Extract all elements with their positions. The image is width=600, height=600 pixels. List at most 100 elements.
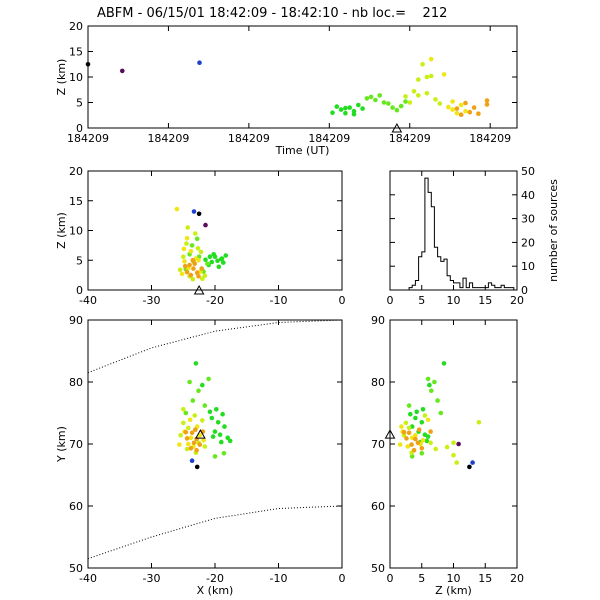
- z_y-ytick-label: 90: [371, 314, 385, 327]
- x_z-source-point: [207, 254, 213, 259]
- x_y-source-point: [189, 458, 195, 464]
- x_y-source-point: [220, 411, 225, 417]
- x_z-xtick-label: 0: [339, 294, 346, 307]
- x_y-source-point: [197, 442, 203, 447]
- z_y-source-point: [454, 460, 460, 465]
- time_height-xtick-label: 184209: [469, 132, 511, 145]
- x_y-source-point: [194, 464, 200, 470]
- time_height-source-point: [416, 77, 421, 82]
- z_y-source-point: [456, 441, 461, 447]
- z_y-source-point: [406, 430, 412, 436]
- x_z-source-point: [191, 266, 196, 271]
- time_height-source-point: [343, 105, 348, 111]
- x_y-source-point: [215, 420, 221, 425]
- z_y-source-point: [399, 424, 404, 429]
- time_height-source-point: [120, 68, 125, 74]
- time_height-ytick-label: 10: [69, 71, 83, 84]
- z_histogram-xtick-label: 20: [510, 294, 524, 307]
- z_y-source-point: [409, 454, 415, 459]
- x_z-source-point: [187, 262, 192, 268]
- z_y-source-point: [425, 417, 431, 423]
- x_z-source-point: [179, 271, 185, 277]
- z_histogram-xtick-label: 15: [478, 294, 492, 307]
- time_height-source-point: [394, 107, 400, 113]
- x_y-source-point: [188, 446, 194, 451]
- x_z-xtick-label: -20: [206, 294, 224, 307]
- x_y-source-point: [181, 407, 186, 412]
- x_y-xtick-label: -10: [270, 572, 288, 585]
- x_z-ytick-label: 5: [76, 254, 83, 267]
- time_height-source-point: [403, 94, 408, 99]
- x_z-source-point: [196, 258, 201, 263]
- x_y-xlabel: X (km): [197, 584, 234, 597]
- z_y-ytick-label: 70: [371, 438, 385, 451]
- z_y-source-point: [419, 420, 425, 425]
- x_z-source-point: [215, 258, 220, 264]
- x_z-ytick-label: 10: [69, 225, 83, 238]
- x_y-source-point: [219, 439, 224, 445]
- time_height-source-point: [398, 103, 404, 109]
- x_z-source-point: [184, 241, 189, 246]
- time_height-source-point: [338, 107, 344, 112]
- z_y-source-point: [428, 429, 433, 434]
- z_y-source-point: [414, 409, 420, 415]
- x_z-source-point: [203, 257, 208, 263]
- time_height-source-point: [411, 89, 417, 94]
- time_height-source-point: [347, 105, 353, 110]
- x_y-source-point: [186, 441, 191, 447]
- x_y-source-point: [206, 376, 211, 382]
- z_y-source-point: [413, 433, 418, 438]
- z_histogram-frame: [389, 170, 518, 291]
- x_z-source-point: [184, 235, 190, 241]
- time_height-source-point: [446, 104, 451, 110]
- x_z-source-point: [188, 272, 194, 278]
- z_y-source-point: [419, 451, 425, 456]
- z_y-source-point: [428, 440, 433, 446]
- time_height-source-point: [330, 110, 335, 115]
- x_y-source-point: [183, 410, 189, 416]
- x_z-source-point: [203, 222, 208, 228]
- time_height-xtick-label: 184209: [389, 132, 431, 145]
- z_y-source-point: [397, 442, 403, 447]
- x_z-xtick-label: -30: [143, 294, 161, 307]
- x_z-source-point: [199, 266, 204, 271]
- z_y-source-point: [406, 425, 412, 431]
- z_y-source-point: [422, 413, 428, 418]
- z_y-ytick-label: 50: [371, 562, 385, 575]
- z_y-source-point: [433, 446, 439, 452]
- z_y-source-point: [425, 376, 431, 382]
- z_y-source-point: [411, 447, 417, 453]
- time_height-source-point: [386, 101, 391, 106]
- z_y-source-point: [408, 411, 413, 417]
- x_z-source-point: [194, 236, 200, 242]
- time_height-source-point: [458, 102, 464, 108]
- x_y-source-point: [184, 446, 190, 452]
- x_z-ytick-label: 0: [76, 284, 83, 297]
- x_y-range-ring-outer: [87, 319, 343, 374]
- time_height-source-point: [471, 105, 477, 110]
- x_y-source-point: [222, 424, 227, 429]
- time_height-source-point: [403, 99, 408, 104]
- x_y-source-point: [184, 436, 190, 441]
- time_height-source-point: [454, 110, 460, 116]
- z_histogram-ytick-label: 40: [521, 189, 535, 202]
- time_height-ytick-label: 5: [76, 97, 83, 110]
- z_histogram-ytick-label: 50: [521, 165, 535, 178]
- z_y-source-point: [401, 429, 407, 435]
- x_z-source-point: [182, 263, 188, 269]
- time_height-source-point: [441, 72, 447, 77]
- z_y-source-point: [406, 403, 412, 408]
- x_z-source-point: [211, 252, 216, 257]
- figure-title: ABFM - 06/15/01 18:42:09 - 18:42:10 - nb…: [97, 6, 447, 21]
- x_y-xtick-label: -40: [79, 572, 97, 585]
- x_y-source-point: [207, 409, 213, 415]
- time_height-source-point: [85, 62, 91, 67]
- x_y-source-point: [221, 451, 227, 456]
- x_y-xtick-label: -20: [206, 572, 224, 585]
- x_y-source-point: [192, 413, 197, 418]
- x_y-xtick-label: 0: [339, 572, 346, 585]
- x_y-ytick-label: 60: [69, 500, 83, 513]
- x_z-source-point: [193, 231, 198, 236]
- z_y-source-point: [451, 440, 456, 446]
